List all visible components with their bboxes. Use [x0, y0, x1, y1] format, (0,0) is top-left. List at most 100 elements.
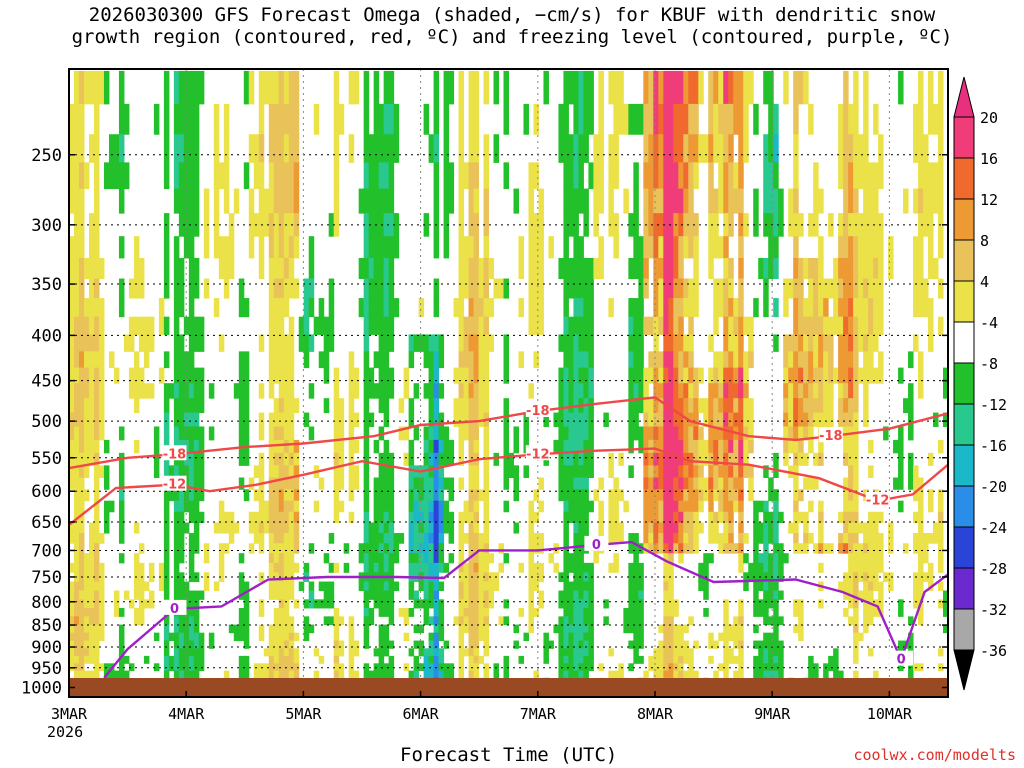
omega-cell	[608, 522, 614, 534]
omega-cell	[943, 599, 948, 609]
omega-cell	[193, 412, 200, 427]
omega-cell	[643, 257, 649, 280]
omega-cell	[778, 670, 784, 679]
omega-cell	[78, 383, 85, 399]
omega-cell	[598, 522, 604, 534]
omega-cell	[783, 367, 789, 384]
omega-cell	[648, 398, 654, 414]
omega-cell	[69, 351, 75, 369]
omega-cell	[433, 188, 440, 214]
omega-cell	[703, 398, 709, 414]
omega-cell	[598, 257, 604, 280]
omega-cell	[913, 134, 919, 163]
omega-cell	[163, 663, 170, 672]
omega-cell	[103, 511, 110, 524]
omega-cell	[633, 351, 639, 369]
omega-cell	[628, 599, 634, 609]
omega-cell	[473, 236, 480, 259]
omega-cell	[483, 383, 490, 399]
omega-cell	[863, 383, 869, 399]
omega-cell	[278, 632, 285, 642]
omega-cell	[693, 412, 699, 427]
omega-cell	[613, 70, 619, 105]
omega-cell	[563, 553, 569, 564]
omega-cell	[268, 298, 275, 318]
omega-cell	[538, 477, 544, 490]
omega-cell	[323, 351, 330, 369]
omega-cell	[573, 533, 579, 544]
omega-cell	[293, 398, 300, 414]
omega-cell	[828, 412, 834, 427]
omega-cell	[263, 500, 270, 513]
omega-cell	[738, 640, 744, 649]
omega-cell	[98, 599, 105, 609]
omega-cell	[763, 640, 769, 649]
omega-cell	[588, 316, 594, 335]
omega-cell	[408, 670, 415, 679]
omega-cell	[808, 334, 814, 352]
omega-cell	[118, 426, 125, 441]
omega-cell	[868, 367, 874, 384]
omega-cell	[633, 640, 639, 649]
omega-cell	[373, 670, 380, 679]
omega-cell	[913, 511, 919, 524]
omega-cell	[173, 257, 180, 280]
omega-cell	[808, 351, 814, 369]
omega-cell	[628, 257, 634, 280]
omega-cell	[723, 670, 729, 679]
omega-cell	[853, 607, 859, 617]
omega-cell	[643, 543, 649, 554]
omega-cell	[663, 632, 669, 642]
omega-cell	[318, 599, 325, 609]
omega-cell	[593, 257, 599, 280]
omega-cell	[563, 426, 569, 441]
omega-cell	[463, 257, 470, 280]
omega-cell	[863, 398, 869, 414]
omega-cell	[188, 134, 195, 163]
omega-cell	[298, 316, 305, 335]
omega-cell	[178, 663, 185, 672]
omega-cell	[708, 188, 714, 214]
omega-cell	[288, 439, 295, 454]
omega-cell	[408, 500, 415, 513]
omega-cell	[473, 298, 480, 318]
omega-cell	[703, 452, 709, 466]
omega-cell	[73, 367, 80, 384]
omega-cell	[668, 213, 674, 237]
omega-cell	[88, 316, 95, 335]
omega-cell	[268, 655, 275, 664]
omega-cell	[578, 522, 584, 534]
omega-cell	[458, 383, 465, 399]
omega-cell	[718, 351, 724, 369]
omega-cell	[268, 663, 275, 672]
omega-cell	[348, 624, 355, 634]
omega-cell	[278, 489, 285, 502]
omega-cell	[188, 607, 195, 617]
omega-cell	[93, 533, 100, 544]
omega-cell	[118, 553, 125, 564]
omega-cell	[183, 439, 190, 454]
omega-cell	[73, 103, 80, 135]
omega-cell	[458, 581, 465, 592]
omega-cell	[573, 334, 579, 352]
omega-cell	[438, 439, 445, 454]
omega-cell	[598, 500, 604, 513]
omega-cell	[393, 213, 400, 237]
omega-cell	[78, 412, 85, 427]
omega-cell	[173, 351, 180, 369]
omega-cell	[378, 553, 385, 564]
omega-cell	[543, 70, 549, 105]
omega-cell	[363, 162, 370, 190]
omega-cell	[918, 616, 924, 626]
omega-cell	[928, 298, 934, 318]
omega-cell	[378, 188, 385, 214]
omega-cell	[863, 522, 869, 534]
omega-cell	[873, 278, 879, 299]
omega-cell	[273, 616, 280, 626]
omega-cell	[363, 351, 370, 369]
omega-cell	[678, 298, 684, 318]
omega-cell	[378, 663, 385, 672]
omega-cell	[333, 383, 340, 399]
omega-cell	[788, 188, 794, 214]
omega-cell	[503, 103, 509, 135]
